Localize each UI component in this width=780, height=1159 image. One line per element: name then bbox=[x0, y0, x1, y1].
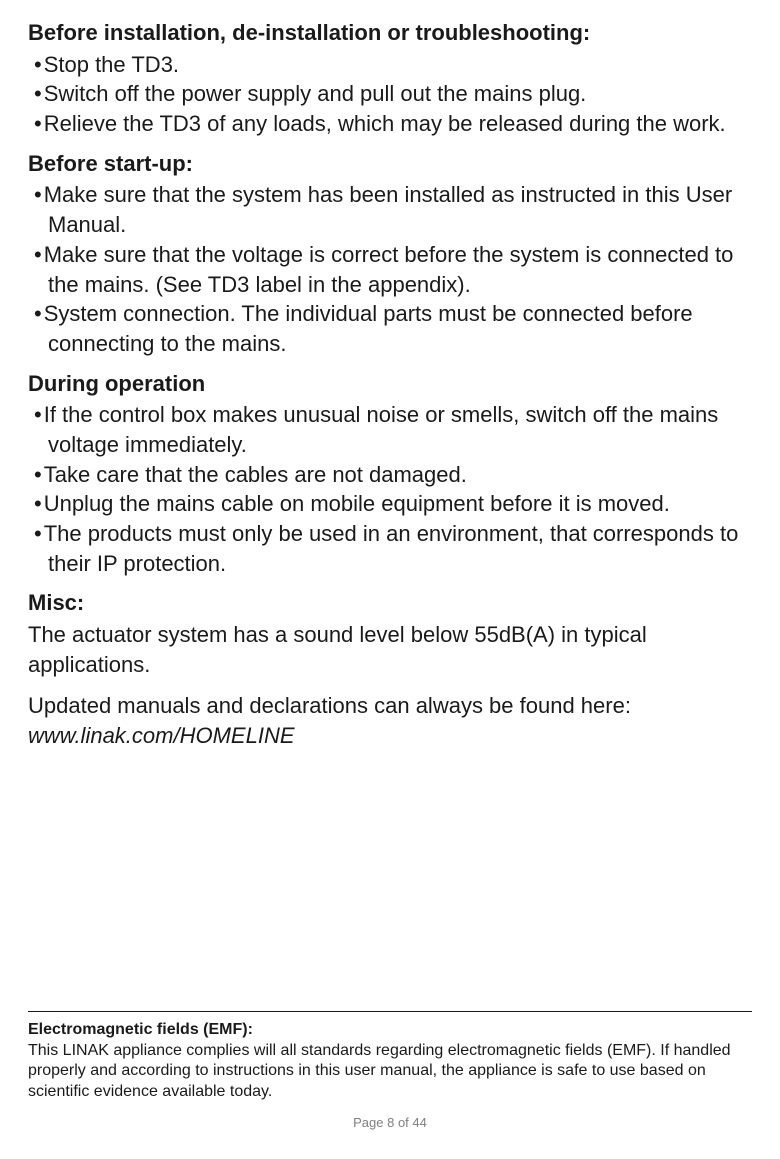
bullet-list: Stop the TD3. Switch off the power suppl… bbox=[28, 50, 752, 139]
updates-line1: Updated manuals and declarations can alw… bbox=[28, 691, 752, 721]
bullet-item: System connection. The individual parts … bbox=[28, 299, 752, 358]
bullet-item: Make sure that the system has been insta… bbox=[28, 180, 752, 239]
section-misc: Misc: The actuator system has a sound le… bbox=[28, 588, 752, 679]
bullet-list: If the control box makes unusual noise o… bbox=[28, 400, 752, 578]
bullet-item: Make sure that the voltage is correct be… bbox=[28, 240, 752, 299]
section-before-startup: Before start-up: Make sure that the syst… bbox=[28, 149, 752, 359]
bullet-item: Stop the TD3. bbox=[28, 50, 752, 80]
section-during-operation: During operation If the control box make… bbox=[28, 369, 752, 579]
page-number: Page 8 of 44 bbox=[28, 1115, 752, 1130]
section-heading: Misc: bbox=[28, 588, 752, 618]
bullet-item: Unplug the mains cable on mobile equipme… bbox=[28, 489, 752, 519]
section-heading: Before start-up: bbox=[28, 149, 752, 179]
misc-body: The actuator system has a sound level be… bbox=[28, 620, 752, 679]
updates-block: Updated manuals and declarations can alw… bbox=[28, 691, 752, 750]
bullet-item: Switch off the power supply and pull out… bbox=[28, 79, 752, 109]
updates-link: www.linak.com/HOMELINE bbox=[28, 721, 752, 751]
page-content: Before installation, de-installation or … bbox=[0, 0, 780, 751]
footer-rule bbox=[28, 1011, 752, 1012]
footer-heading: Electromagnetic fields (EMF): bbox=[28, 1020, 752, 1041]
bullet-list: Make sure that the system has been insta… bbox=[28, 180, 752, 358]
bullet-item: Take care that the cables are not damage… bbox=[28, 460, 752, 490]
bullet-item: The products must only be used in an env… bbox=[28, 519, 752, 578]
section-before-install: Before installation, de-installation or … bbox=[28, 18, 752, 139]
bullet-item: If the control box makes unusual noise o… bbox=[28, 400, 752, 459]
bullet-item: Relieve the TD3 of any loads, which may … bbox=[28, 109, 752, 139]
section-heading: Before installation, de-installation or … bbox=[28, 18, 752, 48]
footer: Electromagnetic fields (EMF): This LINAK… bbox=[28, 1011, 752, 1130]
footer-body: This LINAK appliance complies will all s… bbox=[28, 1041, 752, 1103]
section-heading: During operation bbox=[28, 369, 752, 399]
